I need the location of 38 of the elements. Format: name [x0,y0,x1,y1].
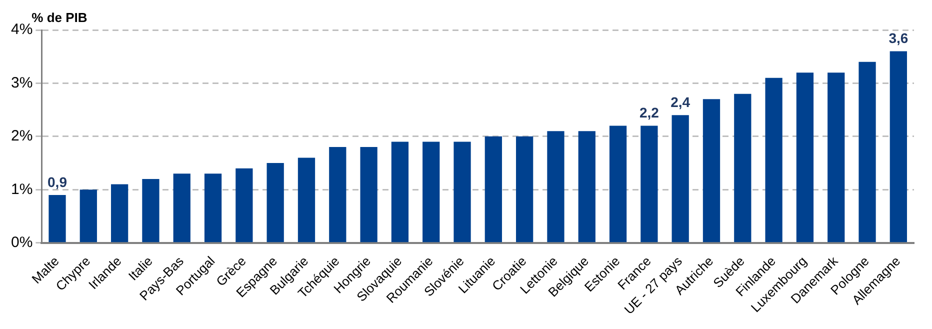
bar [48,194,66,242]
bar [547,131,564,242]
y-tick-label: 4% [10,21,33,38]
bar [578,131,596,242]
bar [858,62,876,242]
y-tick-label: 3% [10,74,33,92]
bar [360,147,378,242]
bar [516,136,534,242]
bar [796,72,814,242]
bar [484,136,502,242]
bar [640,126,658,242]
bar [672,115,689,242]
y-tick-label: 1% [10,180,33,198]
bar [890,51,907,242]
data-label: 2,4 [670,94,690,110]
bar [422,142,440,242]
bar [828,72,845,242]
bar [454,142,471,242]
bar [765,78,782,242]
bar [329,147,346,242]
bar [702,99,720,242]
bar [236,168,253,242]
data-label: 3,6 [888,30,908,46]
bar [266,163,284,242]
bar [298,158,316,242]
y-axis-title: % de PIB [32,10,88,26]
bar [204,174,222,242]
y-tick-label: 0% [10,234,33,251]
bar [111,184,128,242]
bar [173,174,190,242]
bar [142,178,160,242]
data-label: 0,9 [48,174,68,190]
bar [609,126,627,242]
bar [734,94,752,242]
y-tick-label: 2% [10,128,33,145]
data-label: 2,2 [639,104,660,121]
bar [80,190,97,242]
bar [391,142,409,242]
